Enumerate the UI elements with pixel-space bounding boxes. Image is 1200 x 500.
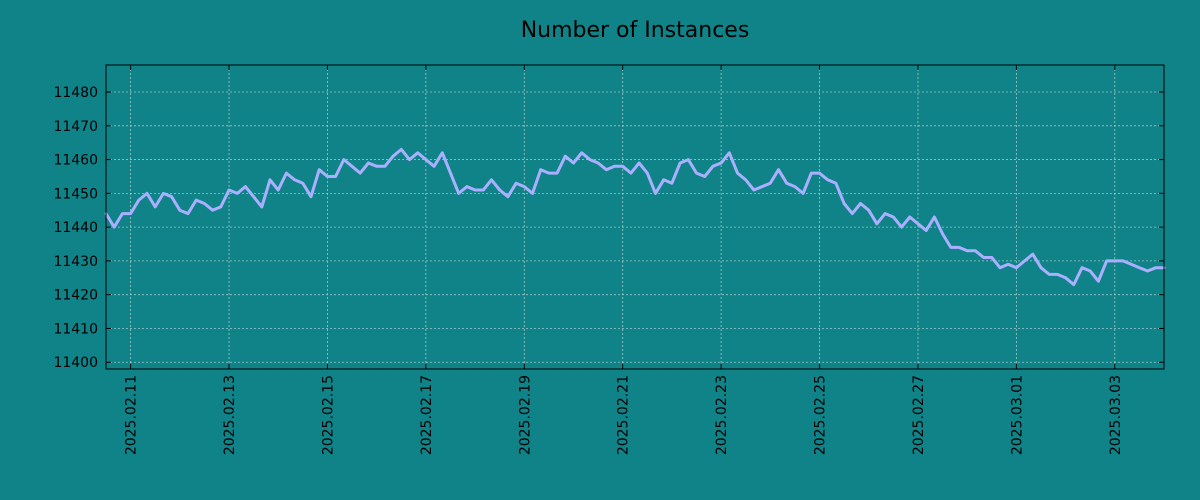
- y-tick-label: 11420: [53, 288, 98, 304]
- y-tick-label: 11400: [53, 355, 98, 371]
- series-line: [104, 147, 1166, 287]
- x-tick-label: 2025.02.19: [517, 375, 533, 455]
- x-tick-label: 2025.02.11: [124, 375, 140, 455]
- x-tick-label: 2025.03.03: [1108, 375, 1124, 455]
- y-tick-label: 11410: [53, 321, 98, 337]
- x-tick-label: 2025.02.23: [714, 375, 730, 455]
- x-tick-label: 2025.02.13: [222, 375, 238, 455]
- y-tick-label: 11430: [53, 254, 98, 270]
- y-tick-label: 11440: [53, 220, 98, 236]
- chart-title: Number of Instances: [521, 18, 750, 43]
- x-tick-label: 2025.02.17: [419, 375, 435, 455]
- plot-frame: [105, 64, 1165, 370]
- y-tick-label: 11480: [53, 85, 98, 101]
- series-layer: [104, 147, 1166, 287]
- y-tick-label: 11470: [53, 119, 98, 135]
- x-tick-label: 2025.02.25: [813, 375, 829, 455]
- x-tick-label: 2025.03.01: [1009, 375, 1025, 455]
- tick-labels: 11400 11410 11420 11430 11440 11450 11460 11470…: [53, 85, 1123, 455]
- grid-layer: [106, 65, 1164, 369]
- ticks-layer: [106, 65, 1164, 369]
- y-tick-label: 11450: [53, 186, 98, 202]
- x-tick-label: 2025.02.21: [616, 375, 632, 455]
- y-tick-label: 11460: [53, 153, 98, 169]
- x-tick-label: 2025.02.27: [911, 375, 927, 455]
- x-tick-label: 2025.02.15: [320, 375, 336, 455]
